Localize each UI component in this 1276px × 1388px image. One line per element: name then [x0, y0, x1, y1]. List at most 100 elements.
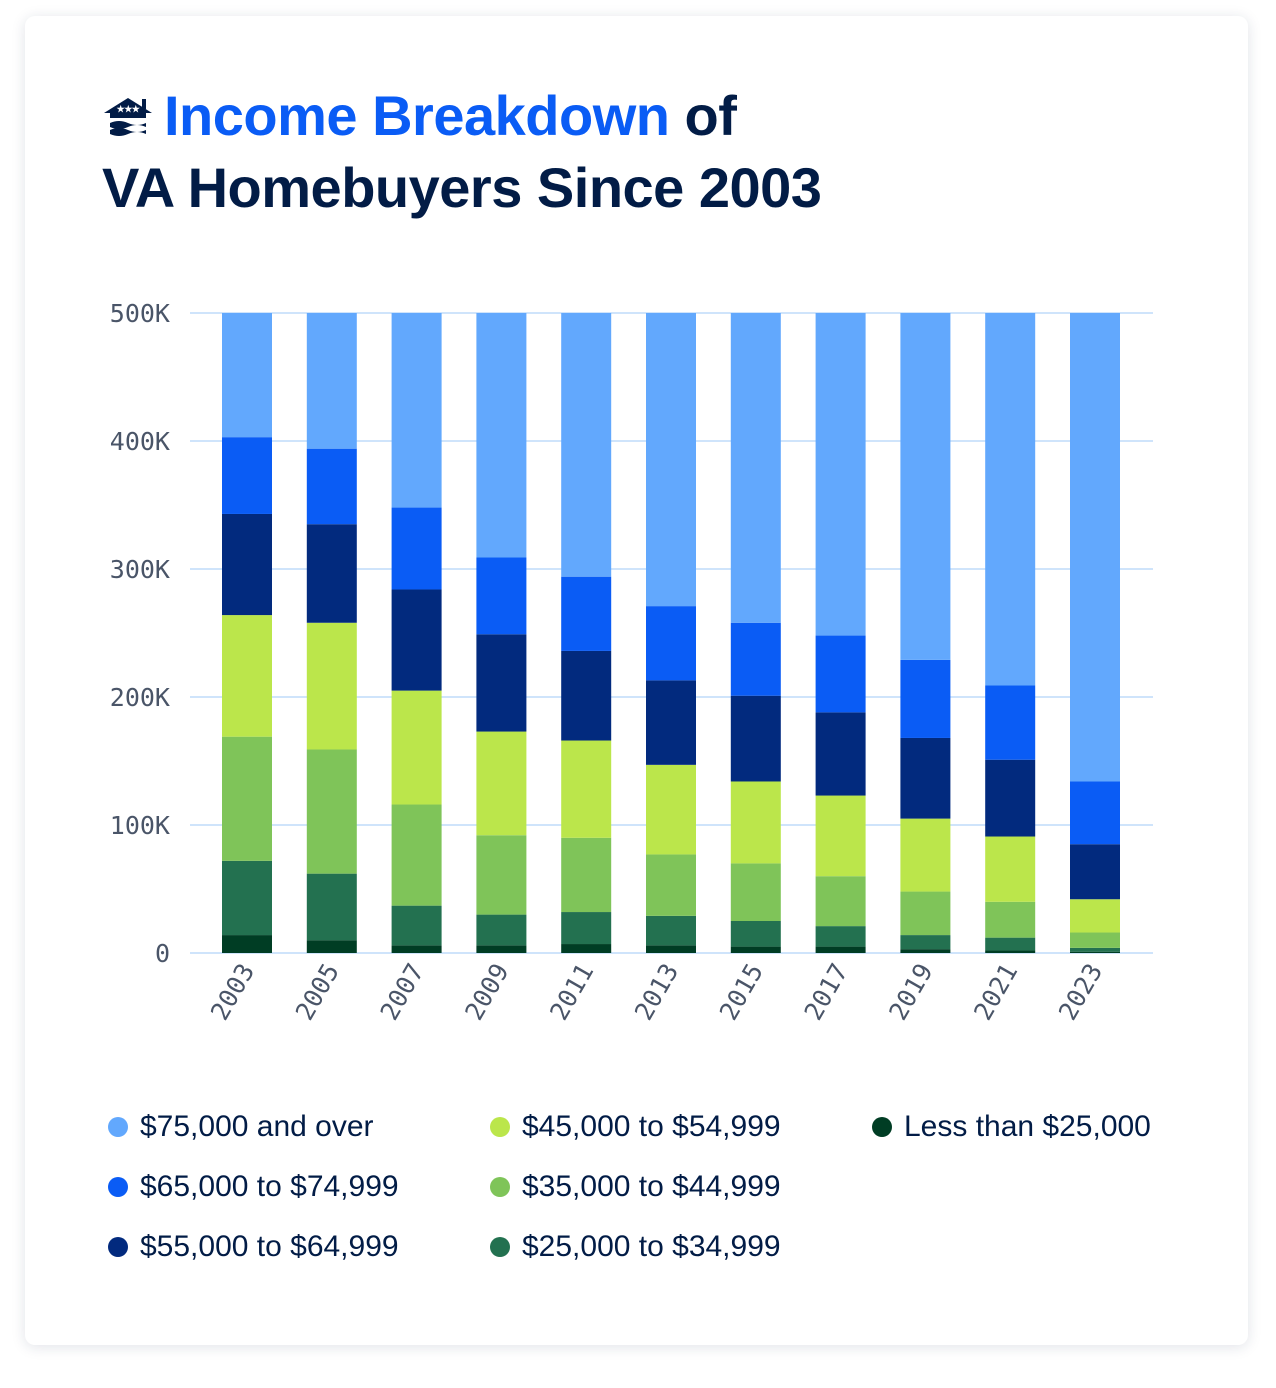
bar-segment [900, 935, 951, 950]
bar-segment [985, 313, 1036, 686]
bar-segment [1070, 932, 1120, 948]
bar-segment [985, 836, 1036, 902]
bar-segment [222, 615, 272, 737]
bar-segment [900, 313, 951, 660]
title-highlight: Income Breakdown [164, 84, 670, 147]
bar-segment [815, 946, 866, 953]
bar-segment [815, 795, 866, 877]
x-tick-label: 2017 [799, 959, 854, 1026]
bar-segment [1070, 899, 1120, 933]
bar-segment [391, 945, 442, 953]
legend-item: $35,000 to $44,999 [490, 1170, 781, 1204]
bar-segment [561, 837, 612, 913]
y-tick-label: 300K [110, 555, 170, 584]
legend-label: $65,000 to $74,999 [140, 1170, 399, 1203]
y-tick-label: 200K [110, 683, 170, 712]
bar-segment [306, 448, 357, 525]
bar-segment [1070, 951, 1120, 953]
bar-segment [1070, 313, 1120, 782]
legend-swatch [108, 1237, 128, 1257]
bar-segment [900, 737, 951, 819]
x-tick-label: 2015 [714, 959, 769, 1026]
legend-item: Less than $25,000 [872, 1110, 1151, 1144]
legend-label: Less than $25,000 [904, 1110, 1151, 1143]
x-tick-label: 2019 [883, 959, 938, 1026]
legend-swatch [490, 1237, 510, 1257]
bar-segment [730, 863, 781, 921]
bar-segment [1070, 781, 1120, 845]
bar-segment [730, 781, 781, 864]
bar-segment [730, 622, 781, 696]
bar-segment [900, 949, 951, 953]
bar-segment [306, 940, 357, 953]
x-tick-label: 2023 [1053, 959, 1108, 1026]
x-tick-label: 2009 [459, 959, 514, 1026]
bar-segment [1070, 947, 1120, 952]
svg-text:★★★: ★★★ [117, 104, 141, 114]
bar-segment [222, 513, 272, 616]
bar-segment [646, 945, 696, 953]
bar-segment [476, 945, 527, 953]
bar-segment [815, 635, 866, 713]
legend-swatch [108, 1177, 128, 1197]
bar-segment [222, 860, 272, 936]
x-tick-label: 2007 [375, 959, 430, 1026]
legend-label: $55,000 to $64,999 [140, 1230, 399, 1263]
x-tick-label: 2005 [290, 959, 345, 1026]
bar-segment [476, 313, 527, 558]
legend-swatch [490, 1117, 510, 1137]
bar-segment [306, 524, 357, 623]
bar-segment [476, 914, 527, 946]
bar-segment [306, 313, 357, 449]
legend-label: $25,000 to $34,999 [522, 1230, 781, 1263]
bar-segment [306, 749, 357, 874]
bar-segment [391, 313, 442, 508]
bar-segment [900, 818, 951, 892]
bar-segment [646, 854, 696, 916]
y-tick-label: 0 [155, 939, 170, 968]
legend-item: $55,000 to $64,999 [108, 1230, 399, 1264]
bar-segment [391, 804, 442, 906]
bar-segment [730, 946, 781, 953]
bar-segment [561, 944, 612, 953]
bar-segment [985, 950, 1036, 953]
title-line2: VA Homebuyers Since 2003 [102, 156, 822, 219]
bar-segment [1070, 844, 1120, 900]
bar-segment [391, 690, 442, 805]
bar-segment [391, 589, 442, 691]
bar-segment [306, 873, 357, 941]
legend-swatch [108, 1117, 128, 1137]
bar-segment [222, 313, 272, 438]
bar-segment [561, 650, 612, 741]
bar-segment [815, 876, 866, 927]
bar-segment [476, 634, 527, 732]
x-tick-label: 2021 [968, 958, 1023, 1025]
bar-segment [985, 937, 1036, 951]
y-tick-label: 500K [110, 299, 170, 328]
y-tick-label: 400K [110, 427, 170, 456]
legend-item: $25,000 to $34,999 [490, 1230, 781, 1264]
legend-label: $45,000 to $54,999 [522, 1110, 781, 1143]
house-flag-logo-icon: ★★★ [104, 98, 152, 136]
legend-item: $65,000 to $74,999 [108, 1170, 399, 1204]
bar-segment [222, 437, 272, 514]
bar-segment [815, 313, 866, 636]
x-tick-label: 2013 [629, 959, 684, 1026]
bar-segment [730, 695, 781, 782]
title-rest: of [669, 84, 737, 147]
legend-item: $45,000 to $54,999 [490, 1110, 781, 1144]
bar-segment [646, 915, 696, 946]
bar-segment [561, 576, 612, 651]
bar-segment [646, 764, 696, 855]
bar-segment [815, 926, 866, 947]
bar-segment [306, 622, 357, 750]
bar-segment [561, 313, 612, 577]
bar-segment [561, 912, 612, 945]
bar-segment [646, 606, 696, 681]
bar-segment [815, 712, 866, 796]
bar-segment [476, 731, 527, 836]
bar-segment [222, 935, 272, 953]
bar-segment [730, 921, 781, 947]
bar-segment [561, 740, 612, 838]
bar-segment [391, 507, 442, 590]
